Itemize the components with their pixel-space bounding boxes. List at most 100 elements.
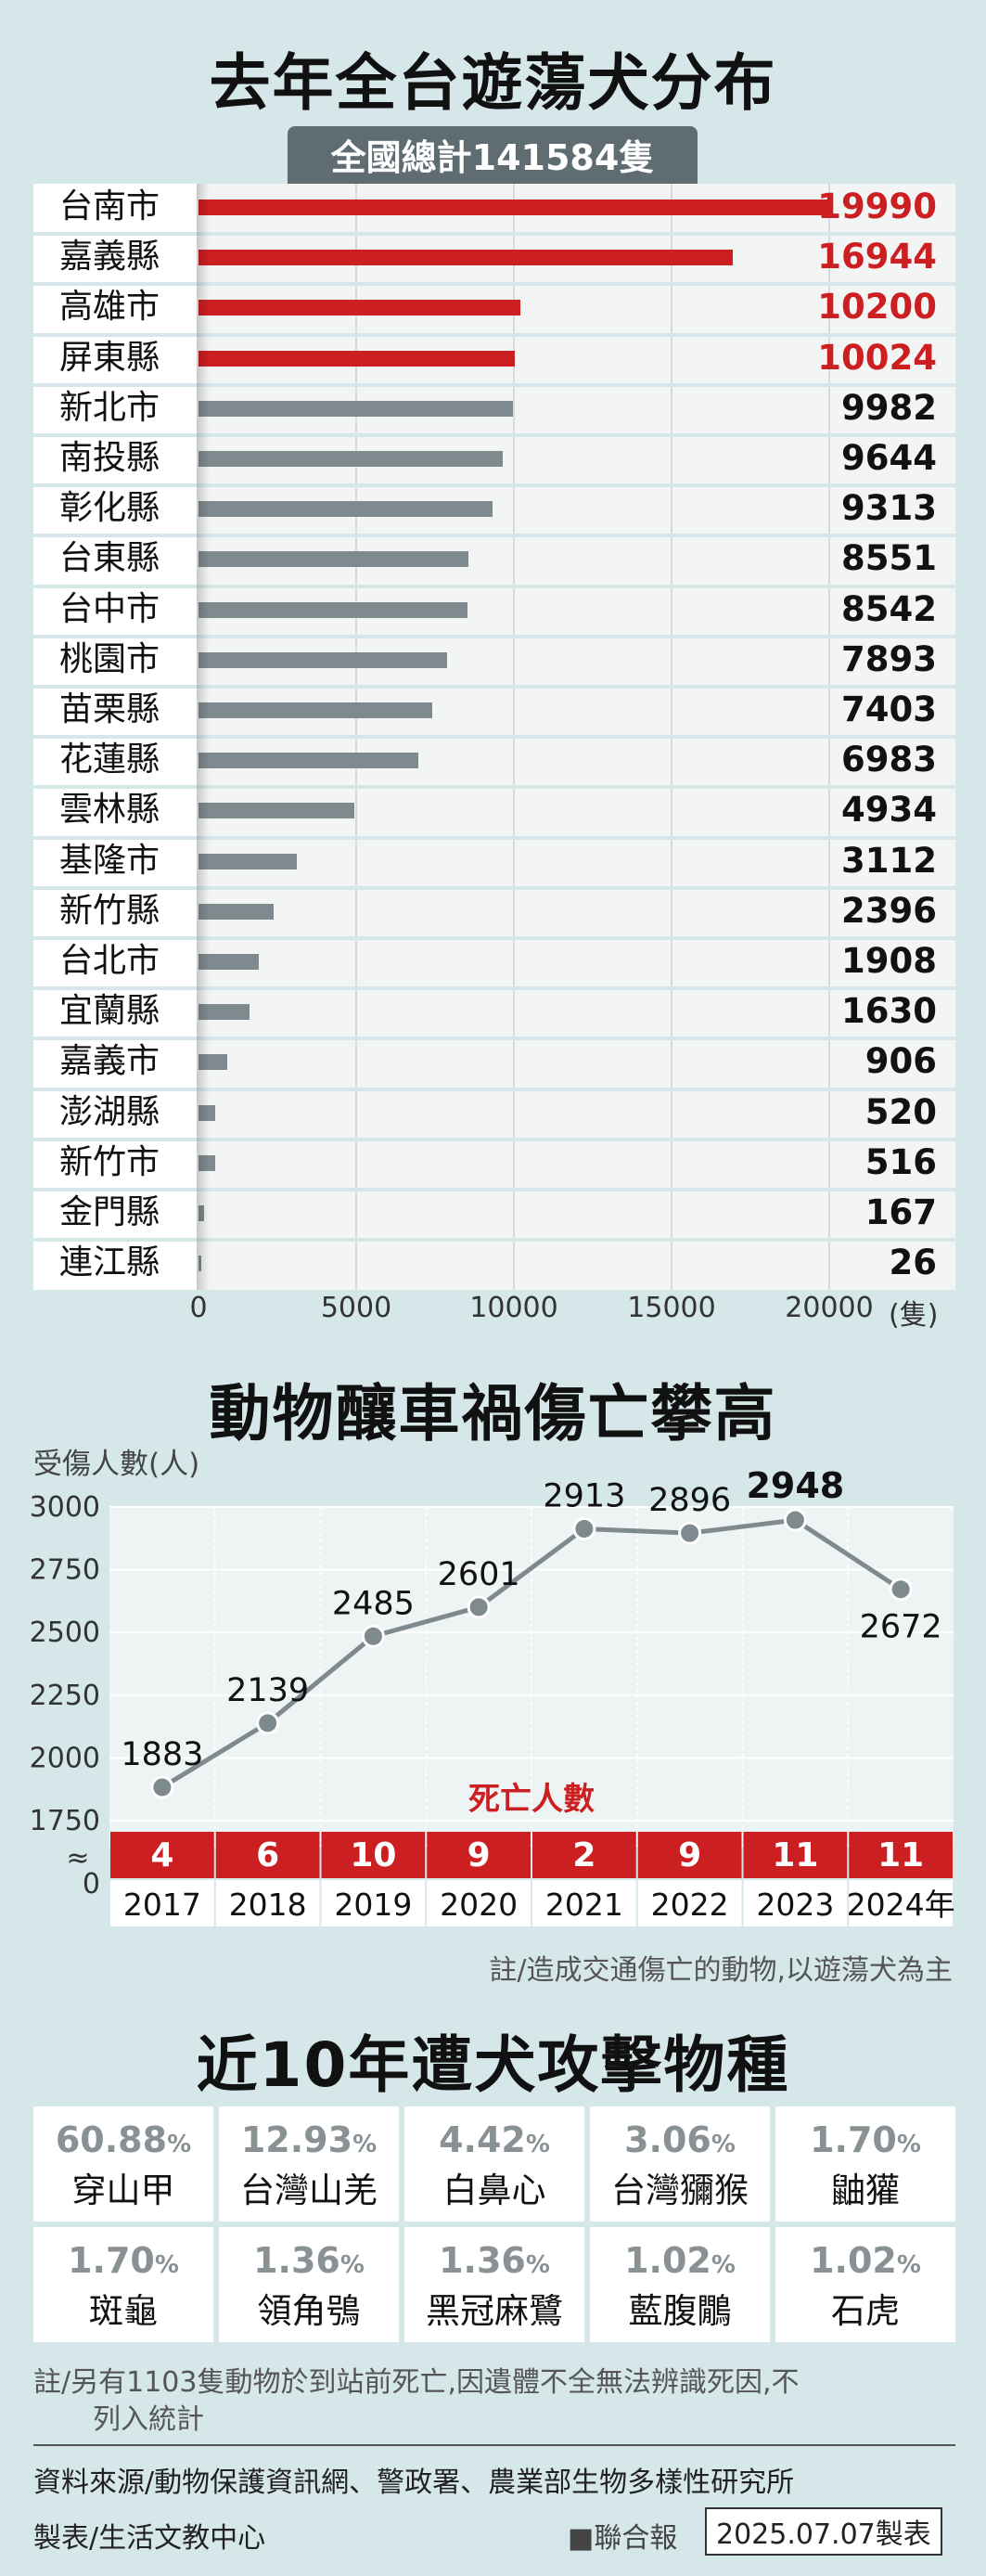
attack-percentage-value: 3.06 [624,2119,711,2160]
attack-percentage-value: 1.02 [810,2240,897,2281]
injury-value-label: 2485 [332,1585,415,1622]
bar-category-label: 南投縣 [59,439,160,477]
bar [198,903,275,920]
injury-value-label: 2601 [438,1556,520,1593]
y-tick-label: 3000 [30,1491,100,1524]
death-cell [637,1832,742,1878]
death-value: 9 [678,1836,701,1874]
bar-value-label: 7893 [841,638,937,679]
row-separator [33,1037,955,1041]
injury-point [361,1624,385,1648]
attack-note-line1: 註/另有1103隻動物於到站前死亡,因遺體不全無法辨識死因,不 [33,2366,800,2399]
bar-value-label: 1908 [841,941,937,981]
x-tick-label: 2022 [651,1887,729,1923]
bar-row: 苗栗縣 7403 [33,687,955,733]
bar [198,601,468,618]
year-cell [637,1880,742,1926]
injury-value-label: 2139 [226,1672,309,1709]
bar-row: 新竹縣 2396 [33,888,955,934]
attack-species-name: 石虎 [831,2291,900,2331]
bar-value-label: 9982 [841,387,937,428]
attack-percentage-value: 1.02 [624,2240,711,2281]
attack-percentage-value: 1.36 [439,2240,526,2281]
bar-value-label: 10024 [817,337,937,378]
bar-value-label: 9313 [841,488,937,529]
percent-sign: % [339,2251,365,2279]
bar-value-label: 16944 [817,237,937,277]
bar-row: 花蓮縣 6983 [33,737,955,783]
bar-category-label: 花蓮縣 [59,741,160,779]
bar-category-label: 宜蘭縣 [59,992,160,1031]
injury-value-label: 2672 [860,1609,942,1646]
attack-species-cell: 1.02% 石虎 [775,2227,955,2342]
bar [198,803,354,819]
bar [198,1205,204,1221]
bar [198,400,514,417]
bar-category-label: 新北市 [59,388,160,427]
death-cell [215,1832,320,1878]
y-tick-label: 2250 [30,1680,100,1712]
bar-category-label: 台東縣 [59,539,160,578]
row-separator [33,433,955,437]
bar [198,1256,201,1272]
line-chart: 1750 2000 2250 2500 2750 3000 ≈0 受傷人數(人) 1883 213… [30,1448,955,1926]
attack-percentage: 1.36% [219,2240,399,2281]
bar [198,1104,215,1121]
x-tick-label: 2024年 [847,1887,955,1923]
attack-species-name: 領角鴞 [257,2291,361,2331]
row-separator [33,282,955,287]
year-cell [110,1880,214,1926]
bar-category-label: 新竹縣 [59,891,160,930]
bar-row: 澎湖縣 520 [33,1089,955,1136]
bar [198,1054,227,1071]
row-separator [33,332,955,337]
row-separator [33,1188,955,1191]
bar-value-label: 7403 [841,689,937,729]
death-value: 10 [350,1836,396,1874]
bar [198,551,468,568]
bar-category-label: 嘉義縣 [59,238,160,277]
percent-sign: % [167,2131,192,2158]
bar-value-label: 2396 [841,890,937,931]
injury-value-label: 2913 [543,1478,625,1515]
axis-break-marker: ≈ [66,1842,89,1874]
row-separator [33,735,955,740]
death-cell [427,1832,531,1878]
attack-percentage: 60.88% [33,2119,213,2160]
x-tick-label: 2019 [334,1887,412,1923]
deaths-label: 死亡人數 [468,1781,595,1818]
bar-category-label: 高雄市 [59,288,160,327]
row-separator [33,232,955,237]
bar-category-label: 彰化縣 [59,489,160,528]
death-value: 11 [877,1836,924,1874]
y-axis-label: 受傷人數(人) [33,1448,199,1481]
bar-value-label: 10200 [817,287,937,328]
bar-value-label: 6983 [841,740,937,780]
bar-value-label: 8551 [841,538,937,579]
death-value: 2 [572,1836,595,1874]
percent-sign: % [711,2251,736,2279]
attack-species-name: 台灣獼猴 [611,2170,749,2210]
x-tick-label: 2020 [440,1887,518,1923]
attack-species-cell: 4.42% 白鼻心 [404,2106,584,2222]
bar-category-label: 苗栗縣 [59,690,160,728]
y-tick-label: 2750 [30,1554,100,1587]
bar-row: 新竹市 516 [33,1140,955,1186]
bar-category-label: 新竹市 [59,1142,160,1181]
percent-sign: % [525,2251,550,2279]
section2-title: 動物釀車禍傷亡攀高 [209,1378,777,1449]
attack-note-line2: 列入統計 [93,2403,204,2436]
attack-percentage: 3.06% [590,2119,770,2160]
bar-category-label: 屏東縣 [59,338,160,377]
attack-species-cell: 1.36% 黑冠麻鷺 [404,2227,584,2342]
x-tick-label: 2023 [756,1887,834,1923]
bar-value-label: 167 [864,1192,937,1232]
bar-row: 彰化縣 9313 [33,485,955,532]
injury-point [572,1517,596,1541]
percent-sign: % [711,2131,736,2158]
attack-percentage-value: 1.70 [68,2240,155,2281]
row-separator [33,483,955,488]
attack-species-name: 斑龜 [89,2291,158,2331]
footer-source: 資料來源/動物保護資訊網、警政署、農業部生物多樣性研究所 [33,2467,795,2499]
attack-percentage-value: 60.88 [55,2119,168,2160]
